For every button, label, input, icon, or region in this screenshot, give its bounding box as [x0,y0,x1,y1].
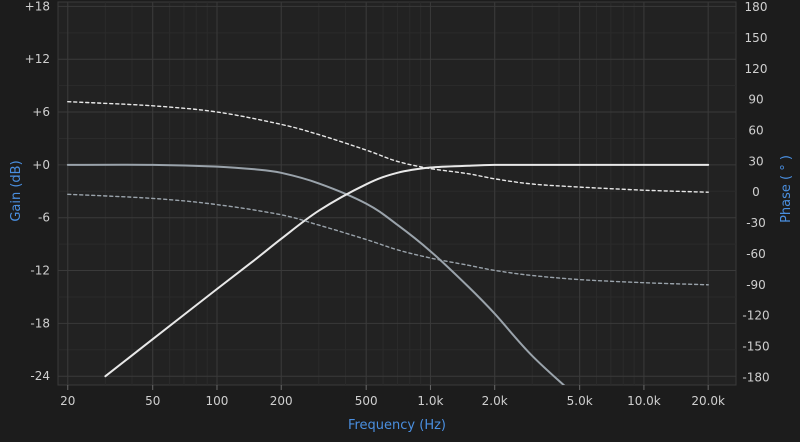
gain-curve-0 [66,163,566,385]
right-tick-label: -60 [746,247,766,261]
right-tick-label: 0 [752,185,760,199]
x-tick-label: 500 [355,394,378,408]
left-axis-ticks: +18 +12 +6 +0 -6 -12 -18 -24 [25,0,50,383]
left-tick-label: -18 [30,316,50,330]
x-tick-label: 20 [60,394,75,408]
left-tick-label: -6 [38,211,50,225]
x-tick-label: 2.0k [482,394,508,408]
right-tick-label: 90 [748,93,763,107]
phase-curve-2 [67,101,709,193]
gain-curve-1 [104,163,710,378]
left-tick-label: +0 [32,158,50,172]
right-tick-label: -180 [742,370,769,384]
x-tick-label: 100 [206,394,229,408]
right-axis-title: Phase ( ° ) [779,155,794,223]
left-tick-label: -24 [30,369,50,383]
right-tick-label: -150 [742,339,769,353]
right-tick-label: 60 [748,124,763,138]
x-tick-label: 5.0k [567,394,593,408]
right-tick-label: 30 [748,154,763,168]
series-layer [66,101,710,385]
left-tick-label: +18 [25,0,50,13]
left-tick-label: -12 [30,264,50,278]
phase-curve-3 [67,193,709,286]
right-tick-label: -90 [746,278,766,292]
left-axis-title: Gain (dB) [9,160,24,221]
right-tick-label: -120 [742,309,769,323]
right-tick-label: 180 [745,0,768,14]
right-tick-label: 120 [745,62,768,76]
x-tick-label: 20.0k [691,394,725,408]
left-tick-label: +12 [25,52,50,66]
right-tick-label: -30 [746,216,766,230]
right-axis-ticks: 180 150 120 90 60 30 0 -30 -60 -90 -120 -150 -180 [742,0,769,384]
x-tick-label: 200 [270,394,293,408]
x-axis-ticks: 20 50 100 200 500 1.0k 2.0k 5.0k 10.0k 20.0k [60,385,725,408]
left-tick-label: +6 [32,105,50,119]
right-tick-label: 150 [745,31,768,45]
x-tick-label: 1.0k [417,394,443,408]
x-tick-label: 10.0k [627,394,661,408]
x-axis-title: Frequency (Hz) [348,418,446,433]
x-tick-label: 50 [145,394,160,408]
